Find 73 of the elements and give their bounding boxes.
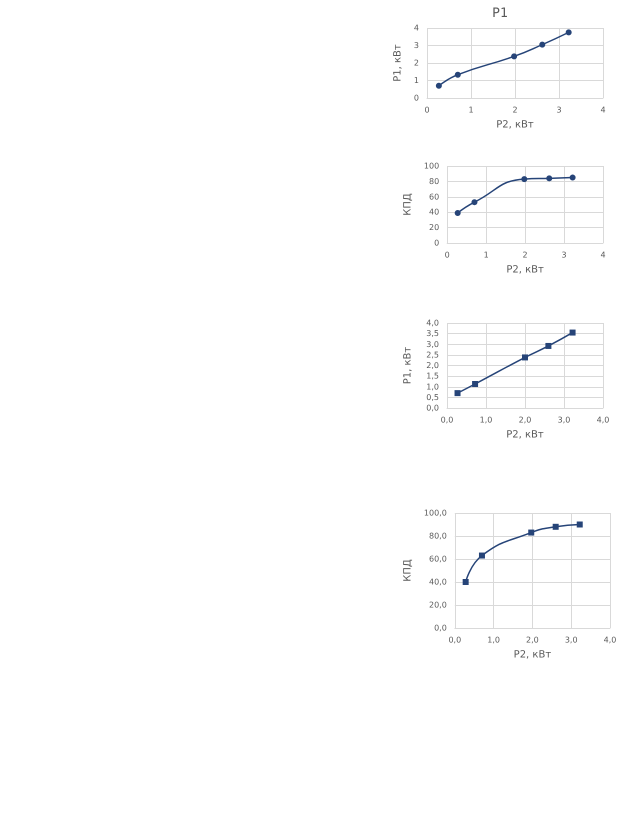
- x-axis-title: P2, кВт: [514, 650, 552, 660]
- x-tick-label: 1,0: [480, 416, 492, 424]
- y-tick-label: 0: [414, 94, 419, 102]
- point: [576, 522, 583, 528]
- point: [546, 175, 552, 182]
- y-tick-label: 3: [414, 41, 419, 50]
- point: [528, 530, 534, 536]
- x-tick-label: 1: [468, 106, 474, 114]
- y-axis-title: КПД: [402, 559, 414, 582]
- y-tick-label: 2,0: [426, 361, 439, 370]
- x-tick-label: 4,0: [596, 416, 610, 424]
- point: [511, 53, 518, 60]
- point: [539, 42, 546, 48]
- point: [454, 390, 461, 396]
- y-axis-title: P1, кВт: [402, 346, 414, 384]
- y-tick-label: 0,0: [434, 624, 447, 632]
- y-tick-label: 1,0: [426, 382, 439, 392]
- x-axis-title: P2, кВт: [496, 120, 534, 130]
- x-axis-title: P2, кВт: [506, 430, 544, 440]
- point: [522, 354, 528, 360]
- point: [570, 174, 576, 181]
- point: [454, 72, 461, 78]
- x-tick-label: 2: [522, 250, 528, 260]
- x-tick-label: 3,0: [558, 416, 570, 424]
- y-tick-label: 4,0: [426, 318, 439, 328]
- chart-title: P1: [492, 6, 508, 21]
- y-tick-label: 0,0: [426, 404, 439, 412]
- y-tick-label: 0: [434, 238, 440, 248]
- x-axis-title: P2, кВт: [506, 264, 544, 276]
- x-tick-label: 2: [512, 106, 518, 114]
- y-tick-label: 80: [428, 176, 440, 186]
- y-tick-label: 4: [414, 24, 419, 32]
- x-tick-label: 2,0: [526, 636, 539, 644]
- y-tick-label: 1: [414, 76, 419, 85]
- x-tick-label: 2,0: [518, 416, 532, 424]
- x-tick-label: 0,0: [448, 636, 462, 644]
- point: [472, 380, 478, 387]
- point: [545, 342, 552, 349]
- y-tick-label: 100: [424, 162, 440, 170]
- point: [570, 330, 576, 336]
- point: [566, 29, 572, 36]
- point: [462, 579, 469, 585]
- y-tick-label: 1,5: [426, 372, 439, 381]
- y-tick-label: 3,0: [426, 340, 439, 349]
- y-tick-label: 20,0: [428, 600, 447, 610]
- y-tick-label: 40,0: [428, 578, 447, 586]
- y-tick-label: 40: [428, 208, 440, 217]
- y-tick-label: 80,0: [428, 532, 447, 540]
- point: [436, 82, 442, 89]
- x-tick-label: 4: [600, 106, 606, 114]
- y-axis-title: P1, кВт: [392, 44, 404, 82]
- x-tick-label: 3: [556, 106, 562, 114]
- point: [552, 524, 559, 530]
- point: [478, 552, 485, 559]
- x-tick-label: 1,0: [487, 636, 500, 644]
- y-tick-label: 100,0: [424, 508, 447, 518]
- x-tick-label: 4,0: [604, 636, 616, 644]
- x-tick-label: 0,0: [440, 416, 454, 424]
- point: [521, 176, 528, 182]
- point: [454, 210, 461, 216]
- x-tick-label: 4: [600, 250, 606, 260]
- y-tick-label: 3,5: [426, 329, 439, 338]
- x-tick-label: 3: [561, 250, 567, 260]
- x-tick-label: 1: [484, 250, 489, 260]
- y-tick-label: 60,0: [428, 554, 447, 564]
- point: [471, 199, 478, 206]
- y-tick-label: 2: [414, 58, 419, 68]
- y-tick-label: 2,5: [426, 350, 439, 360]
- y-tick-label: 60: [428, 192, 440, 202]
- y-tick-label: 20: [428, 223, 440, 232]
- y-axis-title: КПД: [402, 193, 414, 216]
- x-tick-label: 3,0: [564, 636, 578, 644]
- y-tick-label: 0,5: [426, 392, 439, 402]
